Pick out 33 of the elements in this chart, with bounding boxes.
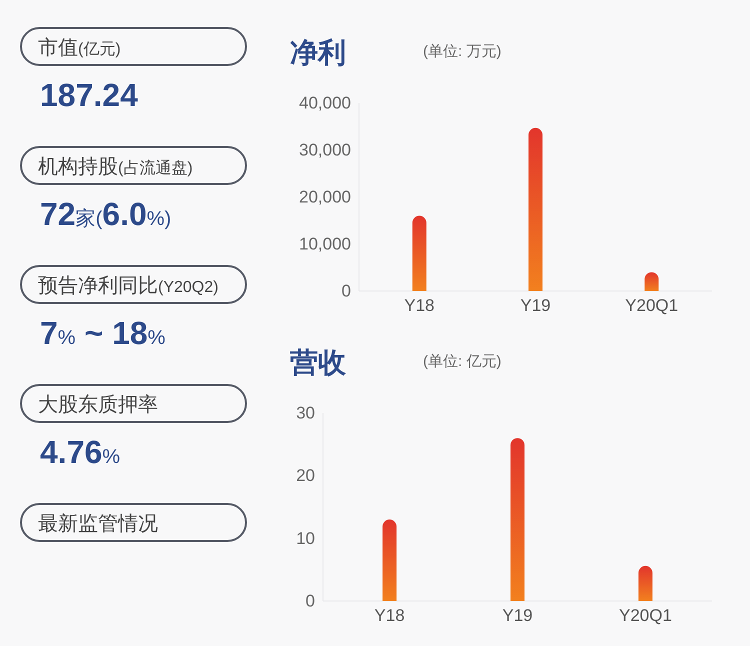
chart-subtitle: (单位: 万元) bbox=[423, 43, 502, 60]
x-tick-label: Y20Q1 bbox=[618, 606, 672, 626]
y-tick-label: 30 bbox=[296, 403, 315, 422]
bar bbox=[412, 216, 426, 291]
y-tick-label: 30,000 bbox=[299, 140, 351, 160]
text: 预告净利同比(Y20Q2) bbox=[38, 275, 218, 297]
text: 机构持股(占流通盘) bbox=[38, 156, 193, 178]
text: 4.76% bbox=[40, 434, 120, 470]
bar bbox=[638, 566, 652, 601]
chart-title: 营收 bbox=[289, 347, 347, 378]
bar bbox=[528, 128, 542, 291]
chart-title: 净利 bbox=[290, 37, 346, 68]
x-tick-label: Y20Q1 bbox=[625, 296, 678, 316]
y-tick-label: 40,000 bbox=[299, 93, 351, 112]
bar bbox=[510, 438, 524, 601]
text: 最新监管情况 bbox=[38, 513, 158, 535]
chart-subtitle: (单位: 亿元) bbox=[423, 353, 502, 370]
text: 187.24 bbox=[40, 77, 138, 113]
x-tick-label: Y18 bbox=[404, 296, 435, 316]
y-tick-label: 10 bbox=[296, 528, 315, 548]
y-tick-label: 0 bbox=[306, 591, 315, 610]
y-tick-label: 10,000 bbox=[299, 234, 351, 254]
text: 市值(亿元) bbox=[38, 37, 121, 59]
text: 72家(6.0%) bbox=[40, 196, 172, 232]
y-tick-label: 20,000 bbox=[299, 187, 351, 206]
bar bbox=[382, 520, 397, 601]
x-tick-label: Y19 bbox=[520, 296, 551, 316]
y-tick-label: 20 bbox=[296, 466, 315, 486]
x-tick-label: Y18 bbox=[374, 606, 405, 626]
x-tick-label: Y19 bbox=[502, 606, 533, 626]
y-tick-label: 0 bbox=[342, 281, 351, 300]
text: 7% ~ 18% bbox=[40, 315, 166, 351]
text: 大股东质押率 bbox=[38, 394, 158, 416]
